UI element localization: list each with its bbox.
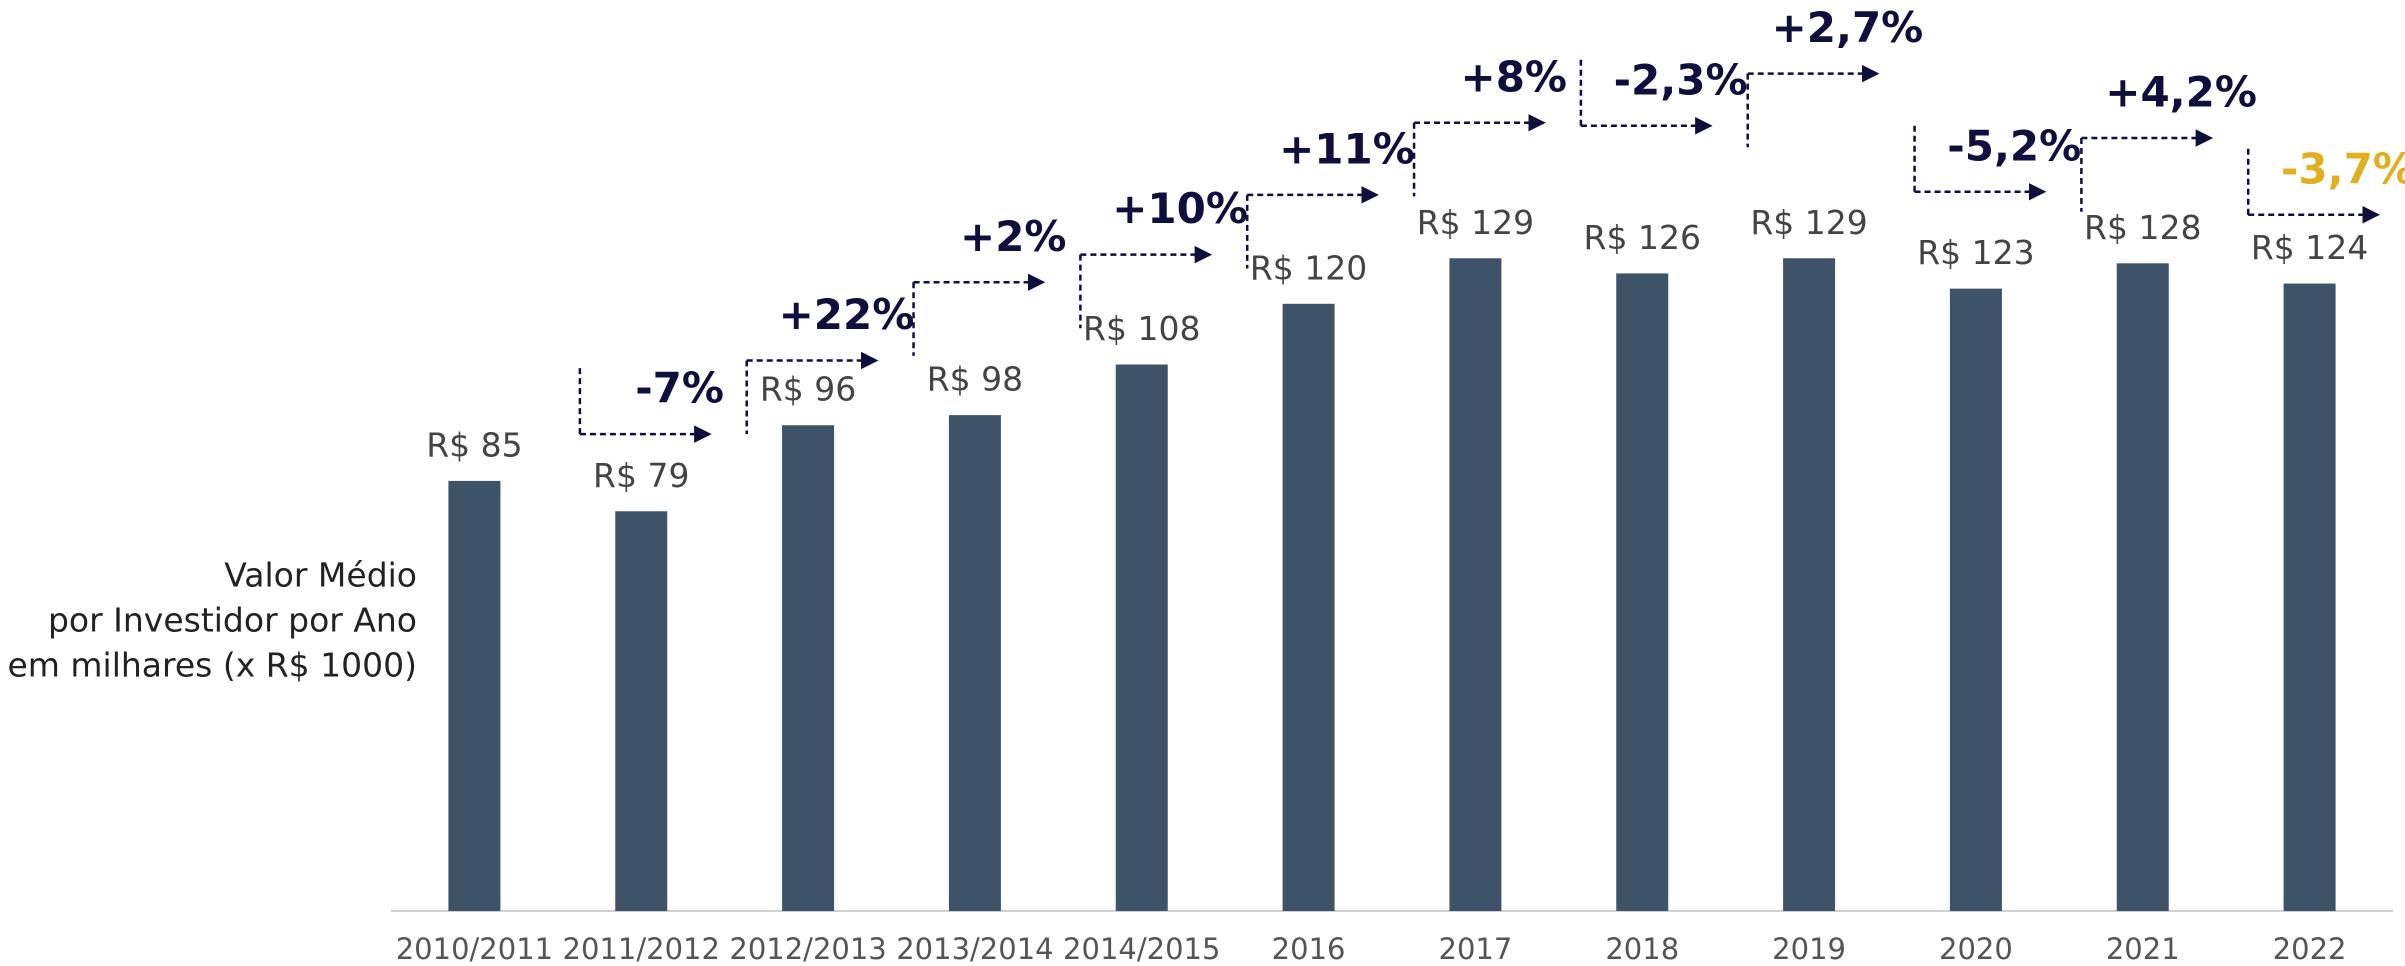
change-annotation: -7% (635, 364, 724, 413)
bar (448, 480, 501, 911)
value-label: R$ 126 (1584, 218, 1701, 257)
value-label: R$ 124 (2251, 228, 2368, 267)
value-label: R$ 108 (1083, 309, 1200, 348)
x-tick-label: 2020 (1939, 932, 2013, 966)
x-tick-label: 2017 (1439, 932, 1513, 966)
bar (1949, 288, 2002, 911)
bar (1783, 258, 1836, 911)
value-label: R$ 98 (927, 360, 1023, 399)
x-tick-label: 2019 (1772, 932, 1846, 966)
x-tick-label: 2013/2014 (896, 932, 1053, 966)
change-annotation: +2,7% (1772, 3, 1924, 52)
change-annotation: +11% (1279, 124, 1415, 173)
x-tick-label: 2022 (2273, 932, 2347, 966)
bar (615, 511, 668, 911)
value-label: R$ 123 (1917, 233, 2034, 272)
value-label: R$ 129 (1750, 203, 1867, 242)
bar (2116, 263, 2169, 911)
bar (1115, 364, 1168, 911)
x-tick-label: 2021 (2106, 932, 2180, 966)
change-annotation: -3,7% (2281, 144, 2405, 193)
bar (948, 415, 1001, 911)
x-tick-label: 2018 (1605, 932, 1679, 966)
value-label: R$ 79 (593, 456, 689, 495)
change-annotation: +8% (1461, 52, 1568, 101)
change-annotation: +22% (779, 290, 915, 339)
value-label: R$ 129 (1417, 203, 1534, 242)
value-label: R$ 120 (1250, 248, 1367, 287)
change-annotation: +2% (960, 212, 1067, 261)
x-tick-label: 2014/2015 (1063, 932, 1220, 966)
change-annotation: -5,2% (1947, 121, 2081, 170)
value-label: R$ 96 (760, 370, 856, 409)
change-annotation: +10% (1112, 184, 1248, 233)
bar (1616, 273, 1669, 911)
value-label: R$ 85 (426, 425, 522, 464)
change-annotation: -2,3% (1614, 55, 1748, 104)
axis-label: em milhares (x R$ 1000) (7, 646, 417, 685)
bar (1282, 303, 1335, 911)
change-annotation: +4,2% (2105, 68, 2257, 117)
bar (2283, 283, 2336, 911)
bar (782, 425, 835, 911)
x-tick-label: 2010/2011 (396, 932, 553, 966)
value-label: R$ 128 (2084, 208, 2201, 247)
bar (1449, 258, 1502, 911)
x-tick-label: 2012/2013 (729, 932, 886, 966)
x-tick-label: 2011/2012 (563, 932, 720, 966)
axis-label: Valor Médio (224, 556, 417, 595)
axis-label: por Investidor por Ano (48, 601, 417, 640)
x-tick-label: 2016 (1272, 932, 1346, 966)
